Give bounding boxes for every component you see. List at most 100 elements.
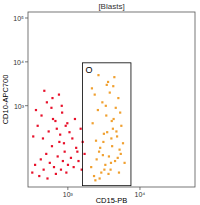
- point: [80, 128, 82, 130]
- point: [99, 147, 101, 149]
- point: [70, 157, 72, 159]
- point: [115, 130, 117, 132]
- point: [113, 118, 115, 120]
- point: [32, 135, 34, 137]
- point: [61, 111, 63, 113]
- point: [61, 105, 63, 107]
- y-tick: [25, 61, 28, 62]
- point: [115, 107, 117, 109]
- point: [58, 141, 60, 143]
- point: [43, 90, 45, 92]
- point: [113, 76, 115, 78]
- point: [95, 140, 97, 142]
- point: [90, 166, 92, 168]
- x-axis-label: CD15-PB: [96, 196, 128, 205]
- point: [99, 177, 101, 179]
- point: [103, 169, 105, 171]
- title: [Blasts]: [98, 2, 124, 11]
- point: [59, 134, 61, 136]
- point: [58, 94, 60, 96]
- y-tick: [25, 17, 28, 18]
- point: [120, 153, 122, 155]
- point: [51, 97, 53, 99]
- point: [118, 149, 120, 151]
- point: [34, 164, 36, 166]
- point: [35, 109, 37, 111]
- frame: [28, 12, 195, 187]
- point: [111, 145, 113, 147]
- point: [52, 118, 54, 120]
- point: [65, 125, 67, 127]
- point: [68, 131, 70, 133]
- point: [46, 101, 48, 103]
- chart: O 10³ 10⁴ 10⁵ 10³ 10⁴ [Blasts] CD15-PB CD10-APC7…: [0, 0, 200, 205]
- point: [73, 166, 75, 168]
- point: [31, 171, 33, 173]
- point: [50, 107, 52, 109]
- point: [42, 137, 44, 139]
- point: [106, 131, 108, 133]
- point: [56, 128, 58, 130]
- point: [75, 147, 77, 149]
- point: [110, 137, 112, 139]
- point: [83, 153, 85, 155]
- point: [112, 85, 114, 87]
- point: [102, 141, 104, 143]
- y-tick-label: 10³: [14, 103, 25, 110]
- point: [76, 151, 78, 153]
- y-axis-label: CD10-APC700: [1, 75, 10, 125]
- x-tick-label: 10³: [63, 191, 74, 198]
- point: [51, 145, 53, 147]
- point: [105, 114, 107, 116]
- point: [110, 162, 112, 164]
- point: [65, 171, 67, 173]
- point: [63, 142, 65, 144]
- point: [46, 177, 48, 179]
- point: [60, 169, 62, 171]
- point: [112, 128, 114, 130]
- point: [45, 153, 47, 155]
- gate: [83, 63, 131, 186]
- x-tick-label: 10⁴: [135, 191, 146, 198]
- x-tick: [67, 187, 68, 190]
- point: [67, 164, 69, 166]
- point: [101, 101, 103, 103]
- point: [55, 173, 57, 175]
- point: [109, 169, 111, 171]
- point: [43, 169, 45, 171]
- point: [94, 94, 96, 96]
- point: [64, 151, 66, 153]
- y-tick-label: 10⁴: [13, 59, 24, 66]
- point: [118, 171, 120, 173]
- point: [116, 135, 118, 137]
- point: [40, 158, 42, 160]
- point: [122, 142, 124, 144]
- point: [117, 97, 119, 99]
- x-tick: [139, 187, 140, 190]
- y-tick: [25, 105, 28, 106]
- point: [111, 120, 113, 122]
- point: [91, 87, 93, 89]
- point: [123, 162, 125, 164]
- point: [102, 154, 104, 156]
- point: [98, 151, 100, 153]
- point: [117, 157, 119, 159]
- point: [74, 118, 76, 120]
- point: [97, 74, 99, 76]
- point: [77, 160, 79, 162]
- point: [119, 111, 121, 113]
- point: [49, 162, 51, 164]
- point: [106, 84, 108, 86]
- gate-label: O: [86, 65, 93, 75]
- point: [93, 175, 95, 177]
- series: [31, 90, 85, 180]
- point: [57, 155, 59, 157]
- point: [37, 125, 39, 127]
- point: [38, 175, 40, 177]
- point: [100, 171, 102, 173]
- point: [66, 122, 68, 124]
- point: [103, 133, 105, 135]
- point: [109, 92, 111, 94]
- point: [107, 81, 109, 83]
- y-tick-label: 10⁵: [13, 15, 24, 22]
